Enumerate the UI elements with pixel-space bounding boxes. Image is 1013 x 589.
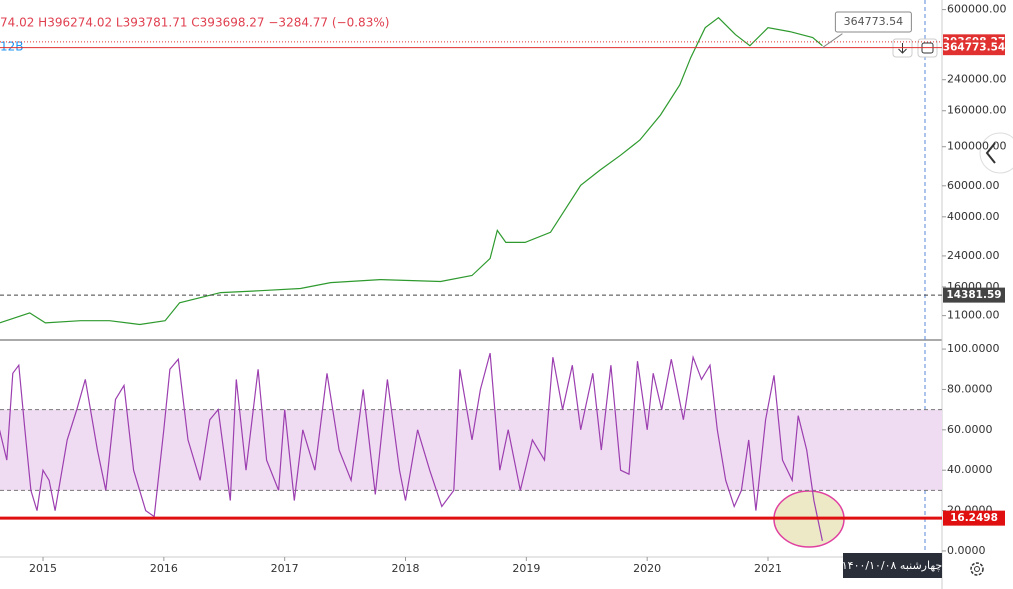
- y-tick-label: 100000.00: [947, 140, 1007, 153]
- x-tick-label: 2015: [29, 562, 57, 575]
- x-tick-label: 2017: [271, 562, 299, 575]
- y-tick-label: 80.0000: [947, 382, 993, 395]
- callout-text: 364773.54: [844, 15, 904, 28]
- series-line: [0, 16, 823, 326]
- y-tick-label: 240000.00: [947, 73, 1007, 86]
- y-tick-label: 160000.00: [947, 104, 1007, 117]
- y-tick-label: 40000.00: [947, 210, 1000, 223]
- y-tick-label: 0.0000: [947, 544, 986, 557]
- x-tick-label: 2016: [150, 562, 178, 575]
- price-badge-label: 364773.54: [943, 42, 1005, 54]
- price-badge: [943, 510, 1005, 526]
- plot-layer: 600000.00 240000.00 160000.00 100000.00 6000…: [0, 3, 1007, 575]
- date-label: چهارشنبه ۱۴۰۰/۱۰/۰۸: [842, 559, 942, 572]
- callout-pointer: [822, 33, 843, 49]
- y-tick-label: 100.0000: [947, 342, 1000, 355]
- volume-legend: 12B: [0, 40, 24, 54]
- y-tick-label: 40.0000: [947, 463, 993, 476]
- date-badge: [843, 553, 942, 578]
- y-tick-label: 60000.00: [947, 179, 1000, 192]
- x-tick-label: 2018: [392, 562, 420, 575]
- side-panel-toggle[interactable]: [979, 132, 1013, 174]
- settings-gear[interactable]: [970, 562, 984, 576]
- price-badge: [943, 287, 1005, 303]
- x-tick-label: 2021: [754, 562, 782, 575]
- y-tick-label: 600000.00: [947, 3, 1007, 16]
- price-badge-label: 16.2498: [950, 512, 998, 524]
- y-tick-label: 11000.00: [947, 309, 1000, 322]
- y-tick-label: 60.0000: [947, 423, 993, 436]
- y-tick-label: 24000.00: [947, 249, 1000, 262]
- rsi-band: [0, 409, 942, 491]
- series-line: [0, 352, 823, 542]
- price-badge-label: 14381.59: [946, 289, 1001, 301]
- price-badge: [943, 40, 1005, 56]
- ohlc-legend: 74.02 H396274.02 L393781.71 C393698.27 −…: [0, 16, 389, 30]
- x-tick-label: 2019: [512, 562, 540, 575]
- callout-box: [834, 11, 912, 33]
- x-tick-label: 2020: [633, 562, 661, 575]
